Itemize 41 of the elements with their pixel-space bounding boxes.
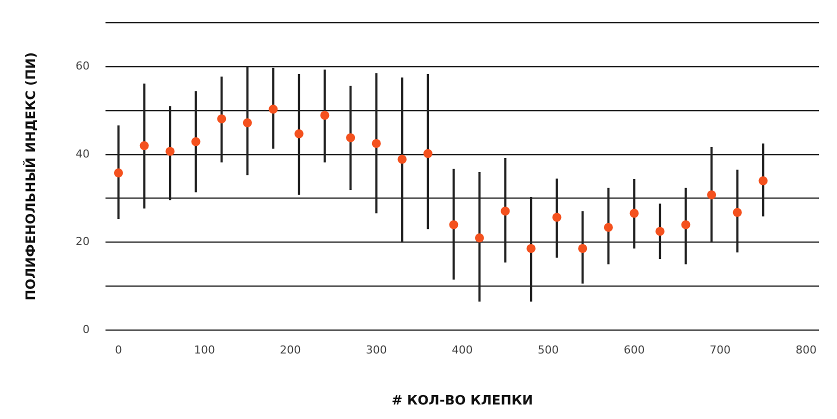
- point: [474, 233, 484, 242]
- point: [526, 244, 536, 253]
- x-tick-label: 600: [624, 344, 645, 357]
- x-tick-label: 0: [114, 344, 122, 357]
- point: [578, 244, 588, 253]
- y-tick-label: 0: [82, 323, 90, 336]
- x-tick-label: 100: [194, 344, 215, 357]
- point: [372, 138, 381, 148]
- x-tick-label: 800: [796, 344, 817, 357]
- point: [758, 176, 768, 186]
- point: [242, 118, 252, 128]
- point: [707, 190, 716, 200]
- point: [500, 206, 510, 216]
- point: [140, 141, 149, 150]
- x-tick-label: 500: [538, 344, 559, 357]
- point: [166, 146, 175, 156]
- point: [398, 154, 407, 164]
- y-tick-label: 20: [76, 235, 90, 248]
- x-tick-label: 300: [366, 344, 387, 357]
- point: [268, 104, 278, 114]
- y-tick-label: 60: [76, 59, 90, 72]
- point: [655, 226, 664, 236]
- point: [423, 149, 432, 158]
- point: [604, 222, 613, 232]
- x-tick-label: 400: [452, 344, 473, 357]
- point: [191, 137, 200, 146]
- point: [217, 114, 226, 124]
- point: [449, 220, 458, 230]
- point: [552, 212, 562, 222]
- point: [114, 168, 123, 178]
- y-tick-label: 40: [76, 147, 90, 160]
- x-tick-label: 200: [280, 344, 301, 357]
- x-axis-title: # КОЛ-ВО КЛЕПКИ: [392, 394, 534, 409]
- point: [681, 220, 690, 230]
- point: [346, 133, 356, 142]
- x-tick-label: 700: [710, 344, 731, 357]
- point: [294, 129, 304, 138]
- point: [630, 208, 639, 218]
- point: [320, 110, 330, 120]
- point: [732, 208, 742, 217]
- y-axis-title: ПОЛИФЕНОЛЬНЫЙ ИНДЕКС (ПИ): [22, 52, 40, 301]
